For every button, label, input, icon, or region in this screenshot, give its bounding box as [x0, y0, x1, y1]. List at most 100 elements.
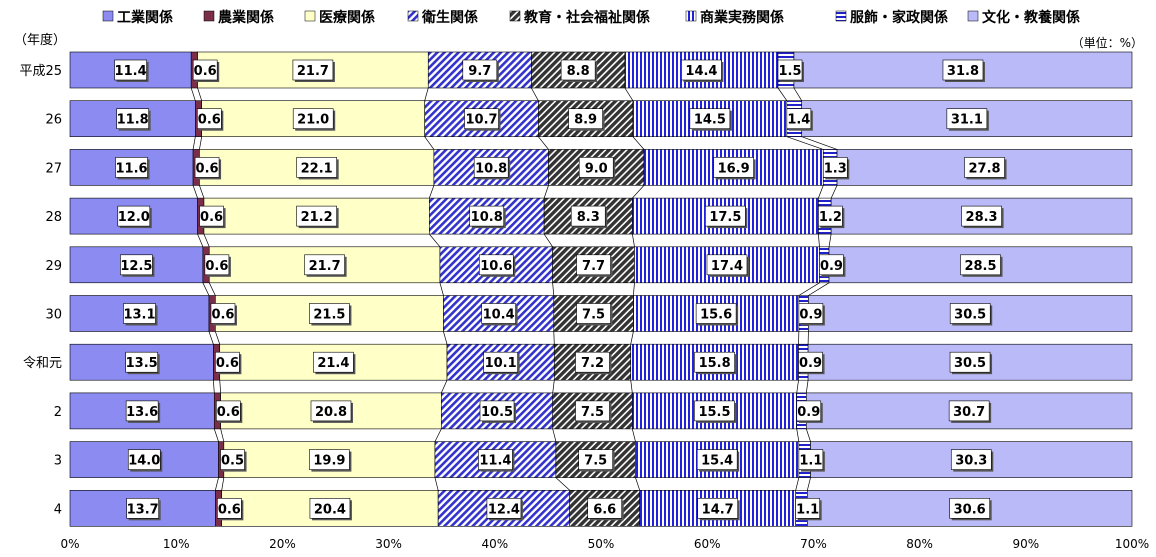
data-label-box [114, 59, 147, 81]
legend-swatch-4 [407, 10, 419, 22]
series-line [633, 282, 635, 296]
data-label-box [560, 59, 596, 81]
data-label-box [296, 205, 337, 227]
data-label-box [822, 157, 848, 178]
data-label: 7.5 [581, 405, 604, 420]
data-label-box [309, 449, 350, 470]
data-label: 0.6 [218, 502, 241, 517]
data-label-box [296, 157, 337, 178]
data-label-box [292, 108, 334, 129]
data-label-box [117, 205, 151, 227]
series-line [192, 136, 196, 150]
series-line [441, 380, 448, 394]
data-label-box [950, 449, 992, 470]
data-label: 0.6 [205, 259, 228, 274]
data-label: 11.8 [117, 113, 149, 128]
series-line [805, 380, 809, 393]
data-label: 31.1 [951, 113, 983, 128]
series-line [439, 282, 444, 296]
data-label-box [478, 449, 513, 470]
data-label: 28.3 [966, 210, 998, 225]
data-label-box [713, 157, 754, 178]
data-label-box [798, 449, 824, 470]
data-label: 21.0 [297, 113, 329, 128]
data-label-box [578, 157, 614, 178]
data-label-box [215, 400, 241, 422]
data-label-box [217, 497, 242, 519]
data-label: 21.4 [317, 356, 349, 371]
data-label-box [587, 497, 623, 519]
data-label: 10.5 [481, 405, 513, 420]
legend-swatch-1 [102, 10, 114, 22]
series-line [192, 185, 198, 199]
series-line [208, 331, 214, 345]
data-label-box [705, 205, 746, 227]
series-line [631, 428, 636, 442]
series-line [428, 185, 435, 199]
series-line [795, 477, 800, 491]
legend-swatch-7 [835, 10, 847, 22]
data-label-box [696, 449, 738, 470]
legend-label-7: 服飾・家政関係 [850, 9, 948, 26]
series-line [552, 282, 555, 296]
data-label-box [697, 497, 739, 519]
series-line [213, 380, 215, 393]
data-label-box [126, 497, 159, 519]
data-label-box [819, 254, 844, 276]
data-label-box [197, 108, 222, 129]
x-tick-label: 0% [60, 537, 79, 551]
data-label-box [310, 400, 352, 422]
data-label: 21.2 [301, 210, 333, 225]
data-label: 1.4 [787, 113, 810, 128]
data-label-box [694, 400, 735, 422]
data-label-box [313, 351, 354, 373]
data-label: 14.7 [702, 502, 734, 517]
series-line [830, 185, 838, 199]
data-label: 15.6 [700, 308, 732, 323]
data-label: 0.6 [216, 356, 239, 371]
data-label-box [786, 108, 812, 129]
legend-label-6: 商業実務関係 [700, 9, 784, 26]
data-label-box [215, 351, 240, 373]
data-label-box [948, 400, 990, 422]
series-line [202, 282, 210, 296]
data-label-box [479, 400, 515, 422]
data-label: 11.4 [479, 454, 511, 469]
y-axis-title: （年度） [14, 32, 66, 48]
data-label-box [689, 108, 731, 129]
data-label-box [115, 157, 148, 178]
data-label: 11.6 [115, 161, 147, 176]
legend-label-5: 教育・社会福祉関係 [524, 9, 650, 26]
data-label: 0.9 [799, 356, 822, 371]
series-line [543, 185, 549, 199]
data-label-box [949, 351, 991, 373]
data-label-box [946, 108, 988, 129]
data-label: 14.0 [128, 454, 160, 469]
data-label: 10.7 [465, 113, 497, 128]
data-label-box [949, 303, 991, 324]
data-label: 1.1 [796, 502, 819, 517]
data-label: 10.8 [475, 161, 507, 176]
data-labels: 11.4 0.6 21.7 9.7 8.8 14.4 1.5 31.8 11.8 0.6 21.0 1… [114, 59, 1007, 521]
data-label: 1.1 [799, 454, 822, 469]
series-line [215, 477, 219, 491]
data-label-box [695, 303, 737, 324]
category-label: 27 [45, 161, 62, 176]
data-label-box [120, 254, 153, 276]
data-label: 13.5 [126, 356, 158, 371]
series-line [805, 428, 811, 442]
category-label: 2 [54, 405, 62, 420]
data-label-box [462, 59, 498, 81]
series-line [531, 87, 539, 101]
category-label: 28 [45, 210, 62, 225]
series-line [199, 136, 203, 150]
legend-label-8: 文化・教養関係 [982, 9, 1080, 26]
series-line [818, 234, 820, 247]
series-line [429, 233, 441, 248]
data-label: 10.8 [471, 210, 503, 225]
series-line [221, 477, 225, 491]
data-label: 0.6 [194, 64, 217, 79]
series-line [828, 234, 832, 247]
category-label: 令和元 [23, 356, 62, 371]
data-label: 0.6 [200, 210, 223, 225]
